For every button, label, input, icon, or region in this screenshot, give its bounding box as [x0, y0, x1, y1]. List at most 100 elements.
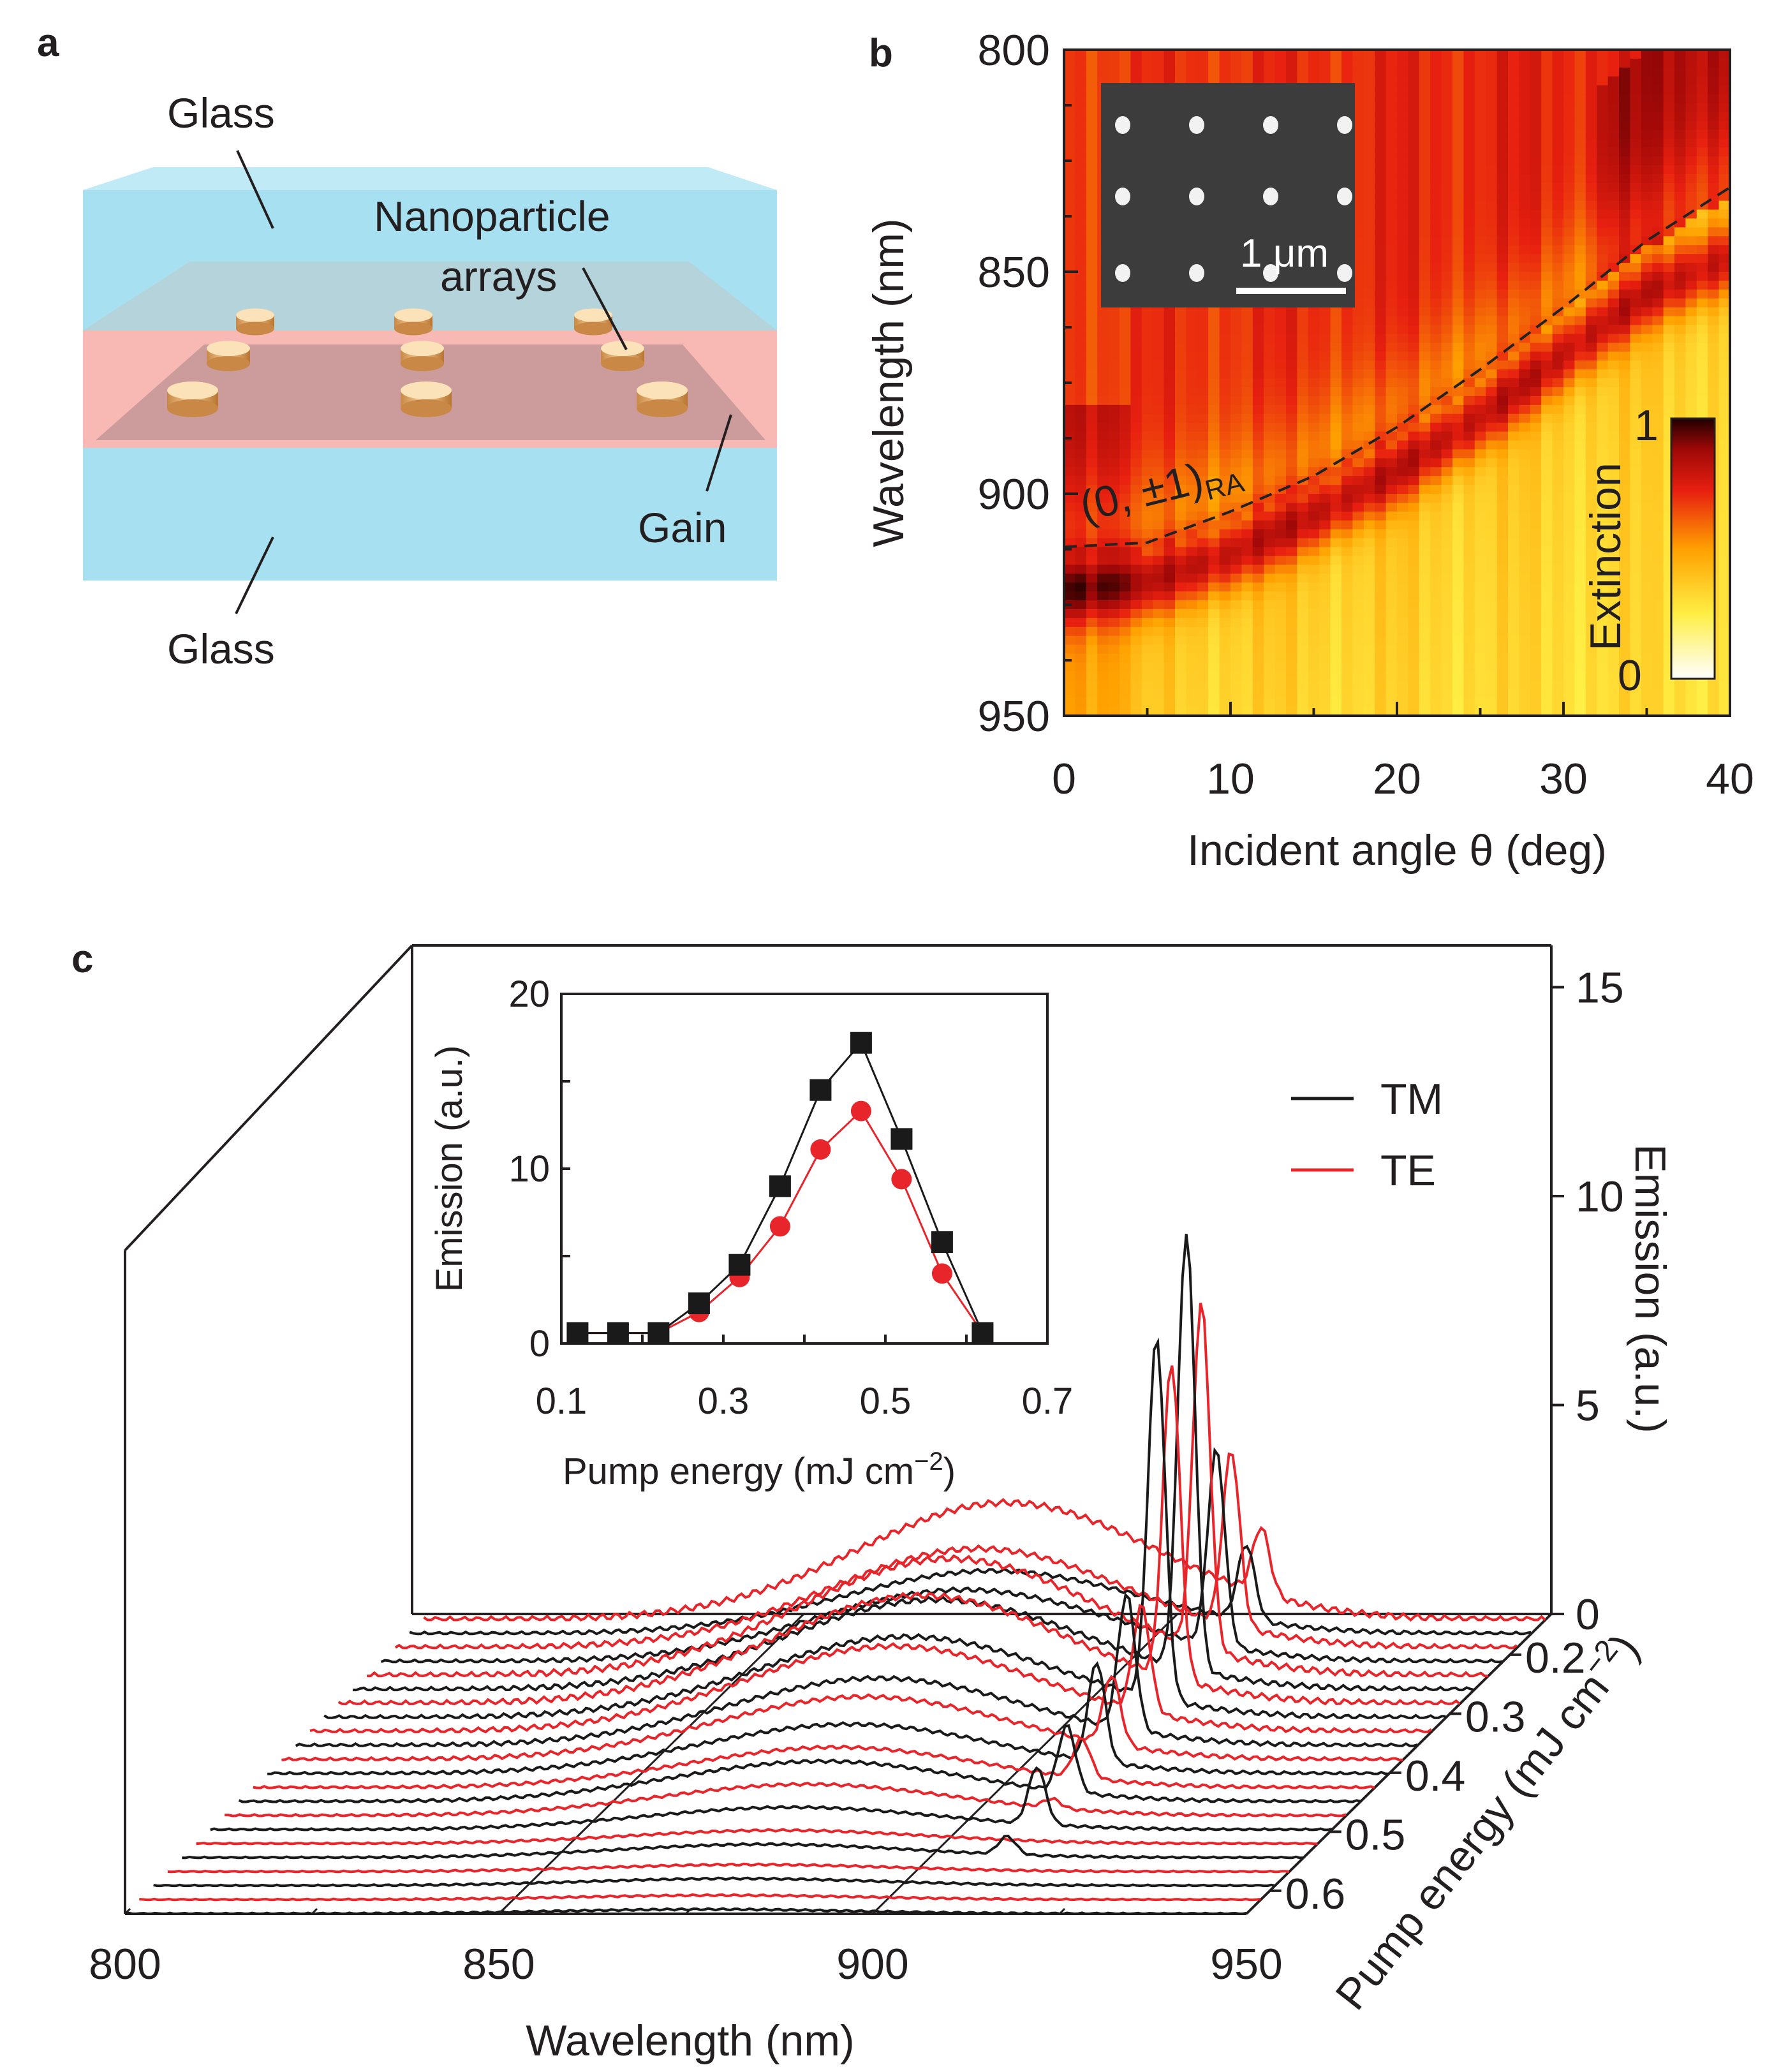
heatmap-cell — [1064, 476, 1076, 486]
heatmap-cell — [1718, 236, 1730, 246]
heatmap-cell — [1619, 591, 1631, 602]
heatmap-cell — [1164, 431, 1176, 441]
heatmap-cell — [1486, 254, 1498, 264]
heatmap-cell — [1153, 635, 1165, 646]
heatmap-cell — [1397, 191, 1409, 202]
heatmap-cell — [1197, 520, 1209, 530]
heatmap-cell — [1275, 635, 1287, 646]
heatmap-cell — [1075, 520, 1087, 530]
heatmap-cell — [1186, 458, 1198, 468]
inset-point-tm — [607, 1322, 629, 1344]
heatmap-cell — [1641, 263, 1653, 272]
heatmap-cell — [1541, 343, 1553, 353]
heatmap-cell — [1685, 227, 1697, 237]
heatmap-cell — [1708, 236, 1720, 246]
heatmap-cell — [1585, 413, 1598, 424]
heatmap-cell — [1352, 334, 1364, 344]
heatmap-cell — [1474, 343, 1487, 353]
heatmap-cell — [1419, 609, 1431, 619]
heatmap-cell — [1496, 103, 1509, 113]
heatmap-cell — [1308, 485, 1320, 494]
heatmap-cell — [1385, 378, 1398, 388]
heatmap-cell — [1607, 182, 1620, 193]
heatmap-cell — [1408, 574, 1420, 584]
heatmap-cell — [1241, 404, 1253, 415]
heatmap-cell — [1663, 316, 1675, 326]
heatmap-cell — [1463, 334, 1475, 344]
heatmap-cell — [1108, 520, 1120, 530]
heatmap-cell — [1552, 574, 1564, 584]
heatmap-cell — [1086, 662, 1098, 672]
heatmap-cell — [1097, 644, 1109, 655]
heatmap-cell — [1363, 626, 1376, 637]
heatmap-cell — [1319, 644, 1331, 655]
heatmap-cell — [1585, 689, 1598, 699]
heatmap-cell — [1519, 130, 1531, 140]
heatmap-cell — [1164, 653, 1176, 663]
heatmap-cell — [1486, 476, 1498, 486]
heatmap-cell — [1319, 653, 1331, 663]
heatmap-cell — [1108, 689, 1120, 699]
heatmap-cell — [1175, 413, 1187, 424]
heatmap-cell — [1652, 85, 1664, 95]
heatmap-cell — [1552, 218, 1564, 228]
heatmap-cell — [1130, 58, 1142, 68]
heatmap-cell — [1630, 413, 1642, 424]
heatmap-cell — [1696, 378, 1709, 388]
heatmap-cell — [1607, 494, 1620, 503]
heatmap-cell — [1297, 440, 1309, 450]
nanoparticle-top — [637, 381, 688, 399]
heatmap-cell — [1607, 422, 1620, 433]
heatmap-cell — [1297, 574, 1309, 584]
heatmap-cell — [1563, 236, 1576, 246]
heatmap-cell — [1363, 378, 1376, 388]
heatmap-cell — [1419, 289, 1431, 299]
heatmap-cell — [1153, 458, 1165, 468]
heatmap-cell — [1452, 653, 1465, 663]
heatmap-cell — [1508, 307, 1520, 317]
panel-letter-c: c — [71, 937, 93, 981]
pump-tick-label: 0.5 — [1345, 1810, 1406, 1859]
heatmap-cell — [1186, 644, 1198, 655]
heatmap-cell — [1175, 404, 1187, 415]
heatmap-cell — [1641, 662, 1653, 672]
heatmap-cell — [1375, 289, 1387, 299]
heatmap-cell — [1708, 138, 1720, 149]
heatmap-cell — [1574, 130, 1586, 140]
heatmap-cell — [1363, 174, 1376, 184]
heatmap-cell — [1197, 707, 1209, 716]
heatmap-cell — [1252, 458, 1265, 468]
heatmap-cell — [1141, 653, 1154, 663]
heatmap-cell — [1419, 227, 1431, 237]
heatmap-cell — [1064, 352, 1076, 362]
heatmap-cell — [1652, 635, 1664, 646]
heatmap-cell — [1408, 156, 1420, 166]
heatmap-cell — [1297, 404, 1309, 415]
heatmap-cell — [1641, 94, 1653, 104]
heatmap-cell — [1230, 449, 1243, 459]
heatmap-cell — [1619, 298, 1631, 308]
heatmap-cell — [1508, 289, 1520, 299]
heatmap-cell — [1197, 422, 1209, 433]
waterfall-x-tick-mark — [124, 1907, 131, 1915]
heatmap-cell — [1175, 422, 1187, 433]
heatmap-cell — [1264, 476, 1276, 486]
heatmap-cell — [1541, 369, 1553, 380]
heatmap-cell — [1696, 236, 1709, 246]
heatmap-cell — [1352, 671, 1364, 681]
heatmap-cell — [1619, 449, 1631, 459]
heatmap-cell — [1108, 458, 1120, 468]
heatmap-cell — [1574, 85, 1586, 95]
heatmap-cell — [1297, 360, 1309, 371]
heatmap-cell — [1075, 121, 1087, 131]
heatmap-cell — [1718, 272, 1730, 281]
heatmap-cell — [1619, 156, 1631, 166]
heatmap-cell — [1397, 200, 1409, 211]
heatmap-cell — [1408, 600, 1420, 610]
heatmap-cell — [1341, 618, 1354, 628]
heatmap-cell — [1585, 698, 1598, 708]
heatmap-cell — [1419, 209, 1431, 219]
heatmap-cell — [1086, 263, 1098, 272]
heatmap-cell — [1574, 103, 1586, 113]
heatmap-cell — [1275, 502, 1287, 512]
